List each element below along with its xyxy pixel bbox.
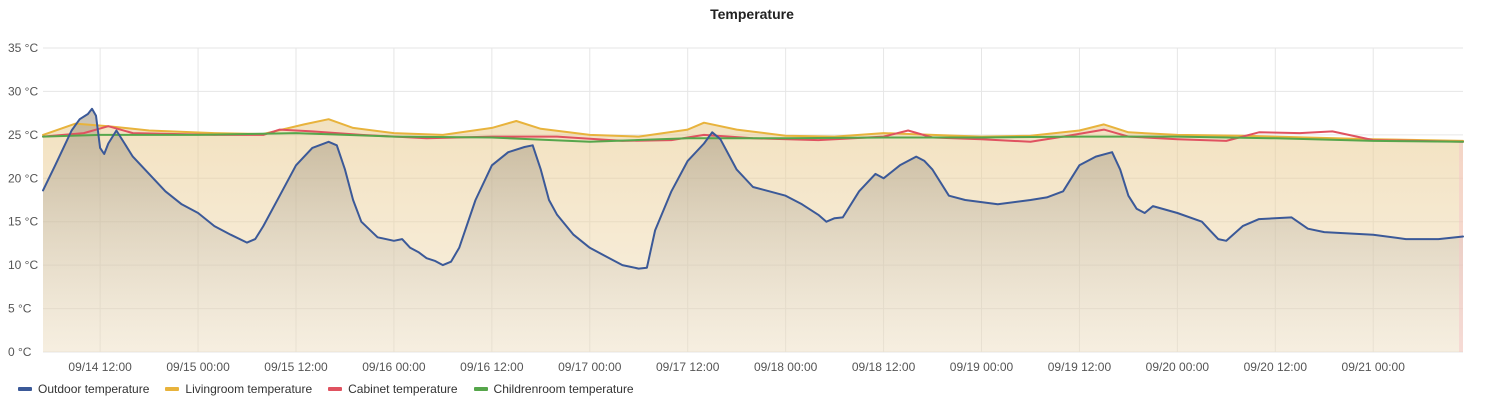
x-tick-label: 09/15 12:00 xyxy=(264,360,328,374)
legend-label: Outdoor temperature xyxy=(38,382,150,396)
legend-swatch xyxy=(165,387,180,391)
legend-item-livingroom-temperature[interactable]: Livingroom temperature xyxy=(165,382,312,396)
childrenroom-temperature-line xyxy=(42,132,1464,143)
x-tick-label: 09/19 00:00 xyxy=(950,360,1014,374)
legend-item-childrenroom-temperature[interactable]: Childrenroom temperature xyxy=(473,382,634,396)
outdoor-temperature-line xyxy=(42,107,1464,270)
x-tick-label: 09/16 12:00 xyxy=(460,360,524,374)
series-lines xyxy=(42,107,1464,270)
y-tick-label: 30 °C xyxy=(8,84,38,98)
legend: Outdoor temperature Livingroom temperatur… xyxy=(18,382,634,396)
x-tick-label: 09/14 12:00 xyxy=(68,360,132,374)
y-tick-label: 25 °C xyxy=(8,128,38,142)
x-tick-label: 09/18 00:00 xyxy=(754,360,818,374)
x-tick-label: 09/19 12:00 xyxy=(1048,360,1112,374)
x-tick-label: 09/20 12:00 xyxy=(1244,360,1308,374)
series-areas xyxy=(43,108,1463,352)
legend-swatch xyxy=(18,387,32,391)
y-tick-label: 5 °C xyxy=(8,302,32,316)
y-tick-label: 35 °C xyxy=(8,41,38,55)
outdoor-area xyxy=(43,108,1463,352)
legend-label: Livingroom temperature xyxy=(185,382,313,396)
y-tick-label: 20 °C xyxy=(8,171,38,185)
legend-swatch xyxy=(473,387,488,391)
x-tick-label: 09/17 00:00 xyxy=(558,360,622,374)
y-tick-label: 10 °C xyxy=(8,258,38,272)
y-tick-label: 0 °C xyxy=(8,345,32,359)
x-tick-label: 09/21 00:00 xyxy=(1342,360,1406,374)
x-tick-label: 09/17 12:00 xyxy=(656,360,720,374)
cabinet-area-edge xyxy=(1459,141,1463,352)
legend-swatch xyxy=(328,387,343,391)
x-tick-label: 09/18 12:00 xyxy=(852,360,916,374)
legend-label: Cabinet temperature xyxy=(348,382,458,396)
legend-item-outdoor-temperature[interactable]: Outdoor temperature xyxy=(18,382,149,396)
x-tick-label: 09/20 00:00 xyxy=(1146,360,1210,374)
x-tick-label: 09/15 00:00 xyxy=(166,360,230,374)
chart-title: Temperature xyxy=(710,6,794,22)
y-axis: 0 °C 5 °C 10 °C 15 °C 20 °C 25 °C 30 °C 35 °C xyxy=(8,41,38,359)
legend-item-cabinet-temperature[interactable]: Cabinet temperature xyxy=(328,382,458,396)
x-tick-label: 09/16 00:00 xyxy=(362,360,426,374)
x-axis: 09/14 12:00 09/15 00:00 09/15 12:00 09/16 0… xyxy=(68,360,1405,374)
legend-label: Childrenroom temperature xyxy=(493,382,634,396)
y-tick-label: 15 °C xyxy=(8,215,38,229)
